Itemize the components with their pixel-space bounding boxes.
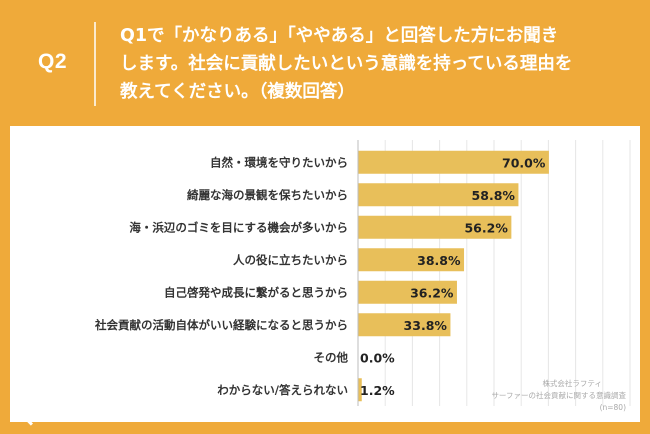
- source-survey: サーファーの社会貢献に関する意識調査: [491, 390, 626, 400]
- value-label: 0.0%: [360, 350, 395, 365]
- category-label: 自然・環境を守りたいから: [210, 155, 348, 169]
- question-line-2: します。社会に貢献したいという意識を持っている理由を: [120, 54, 573, 74]
- chart-bars: [358, 150, 549, 402]
- bar: [358, 313, 451, 337]
- value-label: 56.2%: [464, 220, 508, 235]
- bar: [358, 215, 512, 239]
- value-label: 38.8%: [417, 253, 461, 268]
- header-divider: [94, 22, 96, 106]
- value-label: 58.8%: [472, 188, 516, 203]
- logo-text: リサピー: [34, 406, 90, 422]
- category-label: 海・浜辺のゴミを目にする機会が多いから: [129, 220, 348, 234]
- chart-source-note: 株式会社ラフティ サーファーの社会貢献に関する意識調査 (n=80): [491, 378, 626, 412]
- value-label: 33.8%: [404, 318, 448, 333]
- question-line-3: 教えてください。（複数回答）: [120, 82, 355, 102]
- value-label: 70.0%: [502, 155, 546, 170]
- category-label: 社会貢献の活動自体がいい経験になると思うから: [94, 318, 348, 332]
- risapy-logo: リサピー: [14, 398, 90, 428]
- question-text: Q1で「かなりある」「ややある」と回答した方にお聞き します。社会に貢献したいと…: [120, 22, 628, 106]
- chart-category-labels: 自然・環境を守りたいから綺麗な海の景観を保ちたいから海・浜辺のゴミを目にする機会…: [94, 155, 348, 397]
- chart-panel: 自然・環境を守りたいから綺麗な海の景観を保ちたいから海・浜辺のゴミを目にする機会…: [10, 126, 640, 422]
- category-label: 綺麗な海の景観を保ちたいから: [187, 188, 348, 202]
- bar-chart: 自然・環境を守りたいから綺麗な海の景観を保ちたいから海・浜辺のゴミを目にする機会…: [94, 140, 631, 412]
- chart-grid: [357, 140, 631, 406]
- category-label: わからない/答えられない: [217, 383, 348, 397]
- bar: [358, 150, 549, 174]
- source-sample-size: (n=80): [600, 403, 627, 412]
- bar: [358, 248, 465, 272]
- question-line-1: Q1で「かなりある」「ややある」と回答した方にお聞き: [120, 26, 559, 46]
- chart-value-labels: 70.0% 58.8% 56.2% 38.8% 36.2% 33.8% 0.0% 1.2%: [360, 155, 546, 398]
- value-label: 1.2%: [360, 383, 395, 398]
- question-header: Q2 Q1で「かなりある」「ややある」と回答した方にお聞き します。社会に貢献し…: [0, 0, 650, 126]
- question-number: Q2: [38, 50, 68, 73]
- bar: [358, 378, 362, 402]
- bar: [358, 183, 519, 207]
- search-magnifier-icon: [14, 404, 32, 422]
- category-label: 人の役に立ちたいから: [233, 253, 348, 267]
- bar: [358, 280, 457, 304]
- value-label: 36.2%: [410, 285, 454, 300]
- source-company: 株式会社ラフティ: [542, 378, 602, 388]
- category-label: その他: [314, 350, 349, 364]
- category-label: 自己啓発や成長に繋がると思うから: [164, 285, 348, 299]
